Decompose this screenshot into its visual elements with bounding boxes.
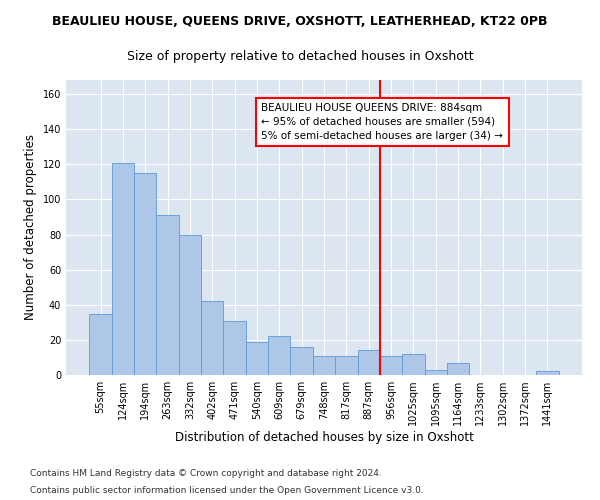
Y-axis label: Number of detached properties: Number of detached properties	[24, 134, 37, 320]
Bar	[402, 354, 425, 375]
Bar	[380, 356, 402, 375]
Bar	[134, 173, 157, 375]
Text: BEAULIEU HOUSE, QUEENS DRIVE, OXSHOTT, LEATHERHEAD, KT22 0PB: BEAULIEU HOUSE, QUEENS DRIVE, OXSHOTT, L…	[52, 15, 548, 28]
Bar	[112, 162, 134, 375]
Bar	[268, 336, 290, 375]
Bar	[313, 356, 335, 375]
X-axis label: Distribution of detached houses by size in Oxshott: Distribution of detached houses by size …	[175, 431, 473, 444]
Text: Contains public sector information licensed under the Open Government Licence v3: Contains public sector information licen…	[30, 486, 424, 495]
Bar	[536, 372, 559, 375]
Bar	[246, 342, 268, 375]
Bar	[358, 350, 380, 375]
Bar	[290, 347, 313, 375]
Bar	[447, 362, 469, 375]
Bar	[425, 370, 447, 375]
Bar	[223, 320, 246, 375]
Bar	[201, 301, 223, 375]
Bar	[157, 215, 179, 375]
Text: Contains HM Land Registry data © Crown copyright and database right 2024.: Contains HM Land Registry data © Crown c…	[30, 468, 382, 477]
Text: Size of property relative to detached houses in Oxshott: Size of property relative to detached ho…	[127, 50, 473, 63]
Bar	[89, 314, 112, 375]
Bar	[179, 234, 201, 375]
Bar	[335, 356, 358, 375]
Text: BEAULIEU HOUSE QUEENS DRIVE: 884sqm
← 95% of detached houses are smaller (594)
5: BEAULIEU HOUSE QUEENS DRIVE: 884sqm ← 95…	[262, 103, 503, 141]
